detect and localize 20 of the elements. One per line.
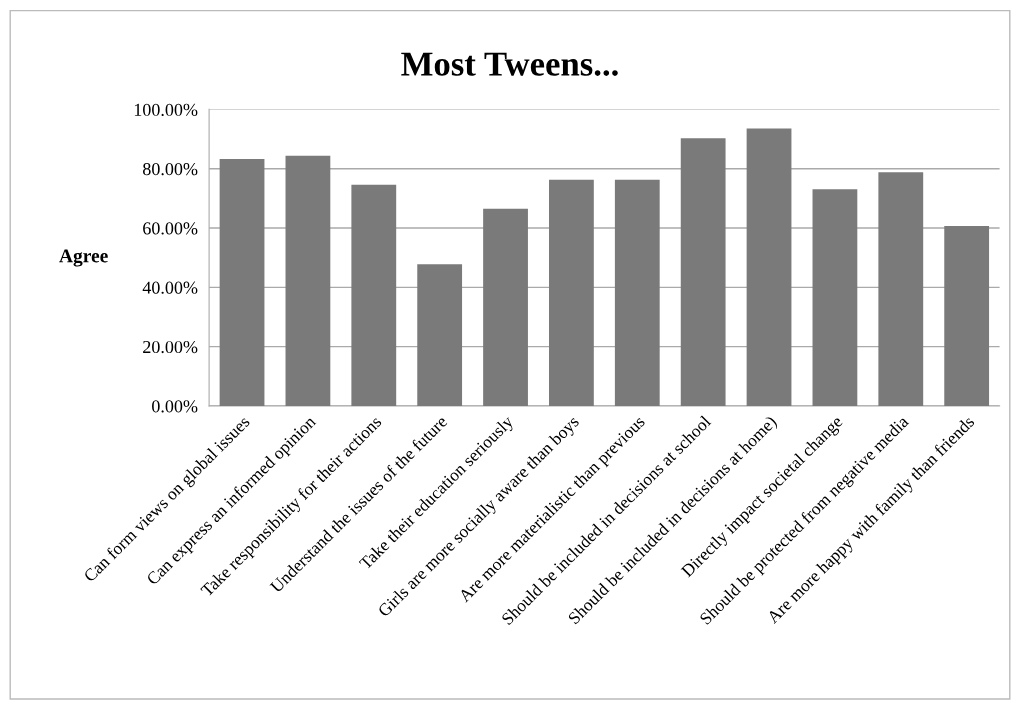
bar — [417, 264, 463, 406]
bar — [549, 179, 594, 406]
bar — [219, 158, 265, 406]
bar — [878, 172, 924, 406]
bar — [483, 208, 528, 406]
bar — [944, 225, 990, 406]
bar — [614, 179, 660, 406]
y-tick-label: 80.00% — [143, 162, 198, 176]
bar — [285, 155, 331, 406]
y-tick-label: 100.00% — [134, 103, 198, 116]
chart-title: Most Tweens... — [401, 52, 618, 76]
bar — [812, 189, 858, 406]
bar — [746, 128, 792, 406]
bar — [680, 138, 726, 406]
y-tick-label: 60.00% — [143, 222, 198, 235]
y-tick-label: 0.00% — [152, 400, 198, 413]
y-axis-title: Agree — [59, 249, 108, 267]
y-tick-label: 40.00% — [142, 281, 198, 294]
bar — [351, 184, 397, 406]
y-tick-label: 20.00% — [143, 340, 198, 354]
